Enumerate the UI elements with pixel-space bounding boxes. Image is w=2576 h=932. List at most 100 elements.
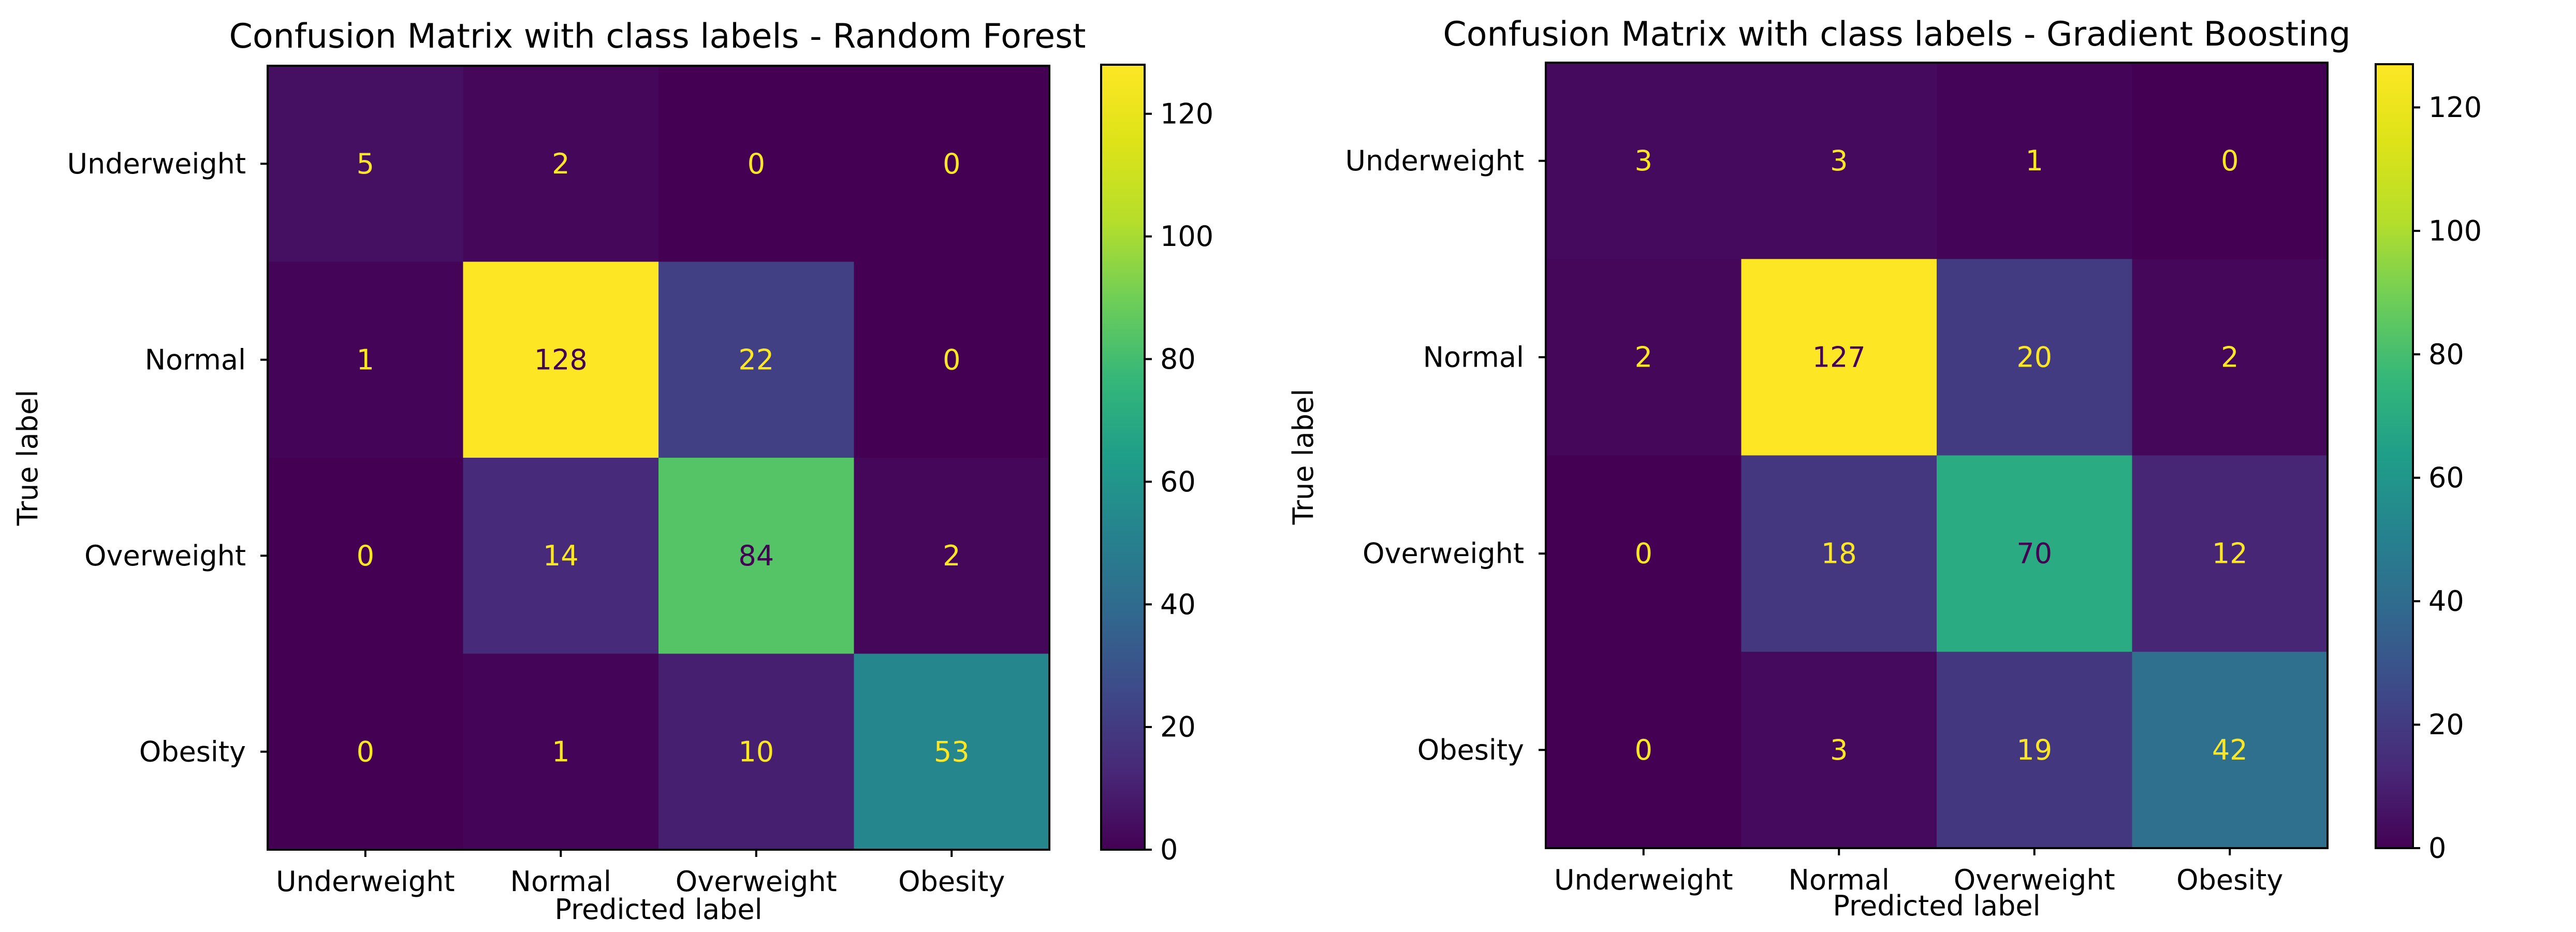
x-tick-label: Overweight	[1954, 864, 2115, 896]
plot-frame	[267, 65, 1050, 851]
colorbar-tick-label: 120	[1160, 97, 1213, 130]
colorbar-tick-label: 20	[1160, 711, 1196, 744]
cell-value-label: 0	[1635, 537, 1652, 570]
cell-value-label: 0	[943, 343, 960, 376]
cell-value-label: 2	[943, 540, 960, 572]
cell-value-label: 3	[1635, 144, 1652, 177]
x-tick-label: Underweight	[1554, 864, 1733, 896]
y-axis-label: True label	[1287, 389, 1320, 525]
heatmap-cell	[854, 66, 1050, 263]
x-tick-label: Obesity	[2176, 864, 2283, 896]
cell-value-label: 1	[2026, 144, 2043, 177]
x-tick-label: Overweight	[676, 865, 837, 898]
heatmap-cell	[658, 653, 855, 850]
heatmap-cell	[268, 261, 464, 458]
cell-value-label: 1	[357, 343, 374, 376]
heatmap-cell	[1546, 63, 1742, 259]
heatmap-cell	[854, 458, 1050, 654]
heatmap-cell	[1937, 259, 2133, 456]
cell-value-label: 3	[1830, 734, 1848, 766]
cell-value-label: 42	[2212, 734, 2248, 766]
colorbar-tick-label: 120	[2428, 91, 2482, 124]
y-tick-label: Underweight	[67, 148, 246, 180]
cell-value-label: 0	[2221, 144, 2238, 177]
cell-value-label: 3	[1830, 144, 1848, 177]
cell-value-label: 14	[543, 540, 579, 572]
cell-value-label: 0	[357, 735, 374, 768]
cell-value-label: 10	[738, 735, 774, 768]
heatmap-cell	[2132, 455, 2328, 652]
colorbar-tick-label: 0	[1160, 834, 1178, 866]
cell-value-label: 18	[1821, 537, 1857, 570]
colorbar-tick-label: 80	[1160, 343, 1196, 375]
y-tick-label: Overweight	[1363, 537, 1524, 570]
heatmap-cell	[1741, 259, 1937, 456]
heatmap-cell	[1546, 455, 1742, 652]
plot-frame	[1545, 62, 2329, 849]
y-axis: Underweight Normal Overweight Obesity	[67, 148, 268, 768]
heatmap-cell	[854, 653, 1050, 850]
heatmap-cell	[1937, 651, 2133, 849]
colorbar-gradient	[1100, 64, 1146, 851]
x-tick-label: Normal	[510, 865, 611, 898]
colorbar-tick-label: 60	[2428, 461, 2464, 494]
heatmap-cell	[854, 261, 1050, 458]
colorbar-tick-label: 100	[1160, 220, 1213, 253]
cell-value-label: 70	[2016, 537, 2052, 570]
colorbar: 0 20 40 60 80 100 120	[2375, 63, 2482, 865]
heatmap-cell	[463, 261, 659, 458]
x-tick-label: Normal	[1789, 864, 1890, 896]
heatmap-cells: 5 2 0 0 1 128 22 0 0 14 84 2 0 1 10 53	[268, 66, 1050, 850]
heatmap-cell	[658, 261, 855, 458]
chart-panel-gradient-boosting: Confusion Matrix with class labels - Gra…	[1287, 15, 2482, 922]
x-tick-label: Obesity	[898, 865, 1005, 898]
colorbar-tick-label: 40	[1160, 588, 1196, 621]
cell-value-label: 53	[934, 735, 970, 768]
y-axis: Underweight Normal Overweight Obesity	[1345, 144, 1546, 766]
x-axis: Underweight Normal Overweight Obesity	[276, 850, 1005, 898]
colorbar-ticks: 0 20 40 60 80 100 120	[1145, 97, 1213, 866]
heatmap-cell	[1937, 63, 2133, 259]
cell-value-label: 0	[1635, 734, 1652, 766]
heatmap-cell	[2132, 63, 2328, 259]
heatmap-cell	[463, 653, 659, 850]
heatmap-cell	[658, 458, 855, 654]
colorbar-tick-label: 60	[1160, 465, 1196, 498]
heatmap-cell	[1741, 455, 1937, 652]
chart-title: Confusion Matrix with class labels - Gra…	[1443, 15, 2350, 54]
heatmap-cell	[2132, 259, 2328, 456]
cell-value-label: 2	[2221, 341, 2238, 373]
y-tick-label: Underweight	[1345, 144, 1524, 177]
x-axis-label: Predicted label	[554, 893, 762, 926]
chart-title: Confusion Matrix with class labels - Ran…	[229, 17, 1086, 56]
cell-value-label: 84	[738, 540, 774, 572]
y-tick-label: Obesity	[139, 735, 246, 768]
colorbar-tick-label: 0	[2428, 832, 2446, 865]
colorbar-tick-label: 80	[2428, 338, 2464, 371]
heatmap-cell	[2132, 651, 2328, 849]
cell-value-label: 5	[357, 148, 374, 180]
heatmap-cell	[1741, 63, 1937, 259]
heatmap-cell	[268, 458, 464, 654]
colorbar-tick-label: 40	[2428, 585, 2464, 618]
cell-value-label: 2	[552, 148, 569, 180]
colorbar-tick-label: 20	[2428, 708, 2464, 741]
heatmap-cell	[268, 66, 464, 263]
y-tick-label: Overweight	[84, 540, 246, 572]
heatmap-cells: 3 3 1 02 127 20 20 18 70 120 3 19 42	[1546, 63, 2328, 849]
colorbar-gradient	[2375, 63, 2414, 849]
heatmap-cell	[1546, 259, 1742, 456]
heatmap-cell	[268, 653, 464, 850]
cell-value-label: 1	[552, 735, 569, 768]
cell-value-label: 12	[2212, 537, 2248, 570]
cell-value-label: 0	[748, 148, 765, 180]
cell-value-label: 20	[2016, 341, 2052, 373]
colorbar-tick-label: 100	[2428, 214, 2482, 247]
y-axis-label: True label	[11, 390, 44, 526]
cell-value-label: 128	[534, 343, 588, 376]
colorbar-ticks: 0 20 40 60 80 100 120	[2413, 91, 2482, 865]
cell-value-label: 22	[738, 343, 774, 376]
cell-value-label: 127	[1812, 341, 1866, 373]
colorbar: 0 20 40 60 80 100 120	[1100, 64, 1213, 866]
